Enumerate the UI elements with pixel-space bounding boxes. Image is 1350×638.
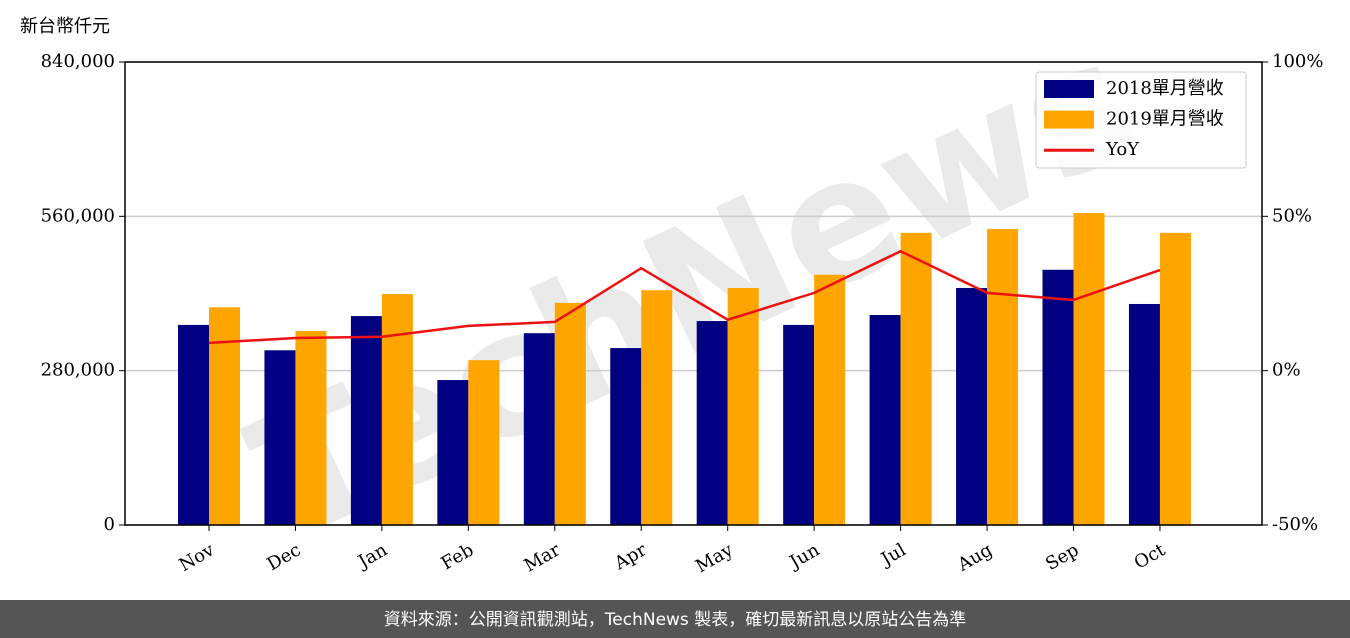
bar bbox=[956, 287, 988, 525]
bar bbox=[1128, 303, 1160, 525]
x-tick-label: Aug bbox=[953, 539, 996, 576]
y-tick-label: 280,000 bbox=[41, 360, 115, 381]
bar bbox=[209, 307, 240, 525]
y2-tick-label: 100% bbox=[1272, 51, 1323, 72]
bar bbox=[610, 348, 642, 525]
x-tick-label: Sep bbox=[1042, 539, 1082, 574]
y-tick-label: 560,000 bbox=[41, 205, 115, 226]
bar bbox=[178, 324, 209, 525]
bar bbox=[523, 333, 555, 525]
bar bbox=[1042, 269, 1074, 525]
legend-label: 2018單月營收 bbox=[1106, 78, 1224, 99]
y2-tick-label: 50% bbox=[1272, 205, 1312, 226]
x-tick-label: May bbox=[692, 539, 737, 577]
line bbox=[208, 249, 1161, 345]
y-axis-label: 新台幣仟元 bbox=[20, 16, 110, 37]
bar bbox=[264, 350, 296, 525]
x-tick-label: Jun bbox=[785, 539, 824, 574]
footer: 資料來源：公開資訊觀測站，TechNews 製表，確切最新訊息以原站公告為準 bbox=[384, 610, 966, 630]
bar bbox=[381, 294, 413, 525]
bar bbox=[900, 232, 932, 525]
bar bbox=[987, 229, 1019, 525]
y-tick-label: 840,000 bbox=[41, 51, 115, 72]
bar bbox=[437, 380, 469, 525]
bar bbox=[727, 287, 759, 525]
legend-label: 2019單月營收 bbox=[1106, 109, 1224, 130]
legend-swatch bbox=[1044, 80, 1094, 98]
bar bbox=[783, 324, 815, 525]
x-tick-label: Apr bbox=[610, 539, 650, 574]
bar bbox=[468, 360, 500, 525]
x-tick-label: Oct bbox=[1131, 539, 1170, 574]
y2-tick-label: 0% bbox=[1272, 360, 1301, 381]
x-tick-label: Feb bbox=[438, 539, 478, 574]
bar bbox=[554, 302, 586, 525]
bar bbox=[350, 316, 382, 525]
y-tick-label: 0 bbox=[104, 514, 115, 535]
x-tick-label: Jul bbox=[876, 539, 910, 571]
plot-frame bbox=[124, 61, 1263, 526]
bar bbox=[295, 330, 327, 525]
bar bbox=[1159, 232, 1191, 525]
footer-bar bbox=[0, 600, 1350, 638]
legend-label: YoY bbox=[1105, 139, 1140, 160]
bar bbox=[814, 274, 846, 525]
bar bbox=[1073, 213, 1105, 525]
x-tick-label: Nov bbox=[176, 539, 219, 576]
bar bbox=[869, 314, 901, 525]
y2-tick-label: -50% bbox=[1272, 514, 1318, 535]
x-tick-label: Mar bbox=[521, 539, 565, 576]
legend-swatch bbox=[1044, 110, 1094, 129]
bar bbox=[696, 321, 728, 525]
bar bbox=[641, 290, 673, 525]
